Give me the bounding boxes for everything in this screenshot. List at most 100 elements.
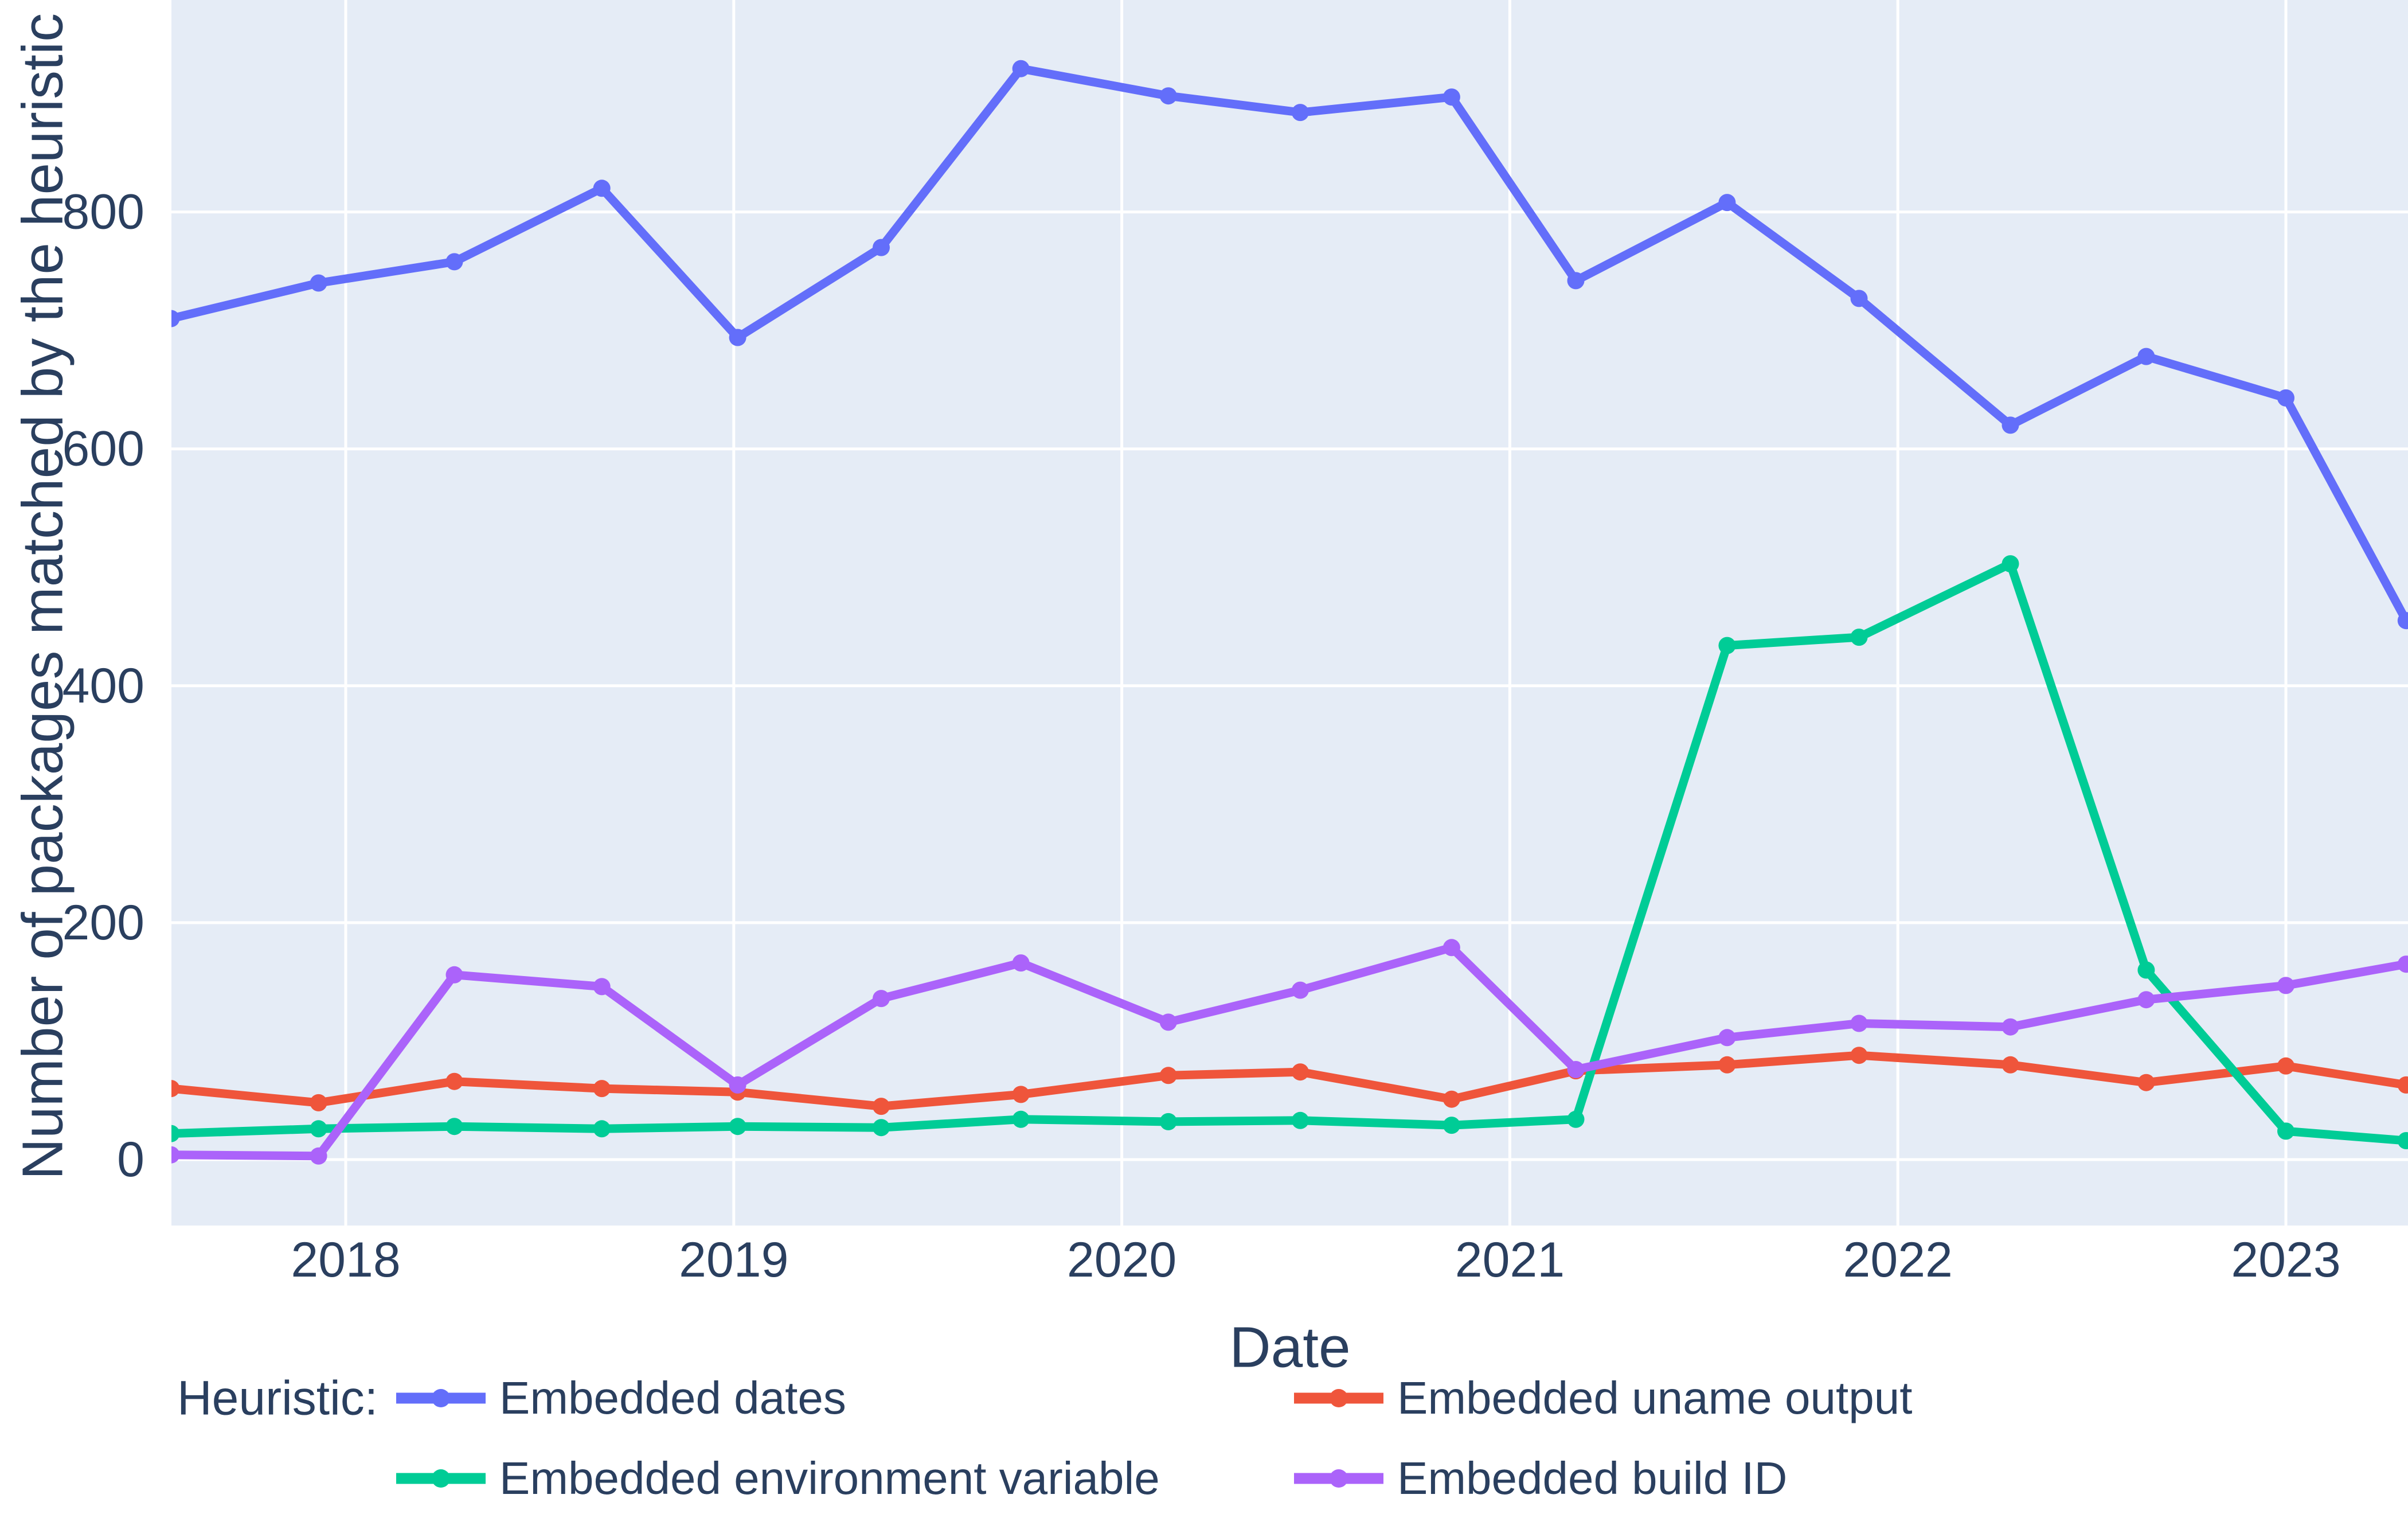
gridlines xyxy=(171,0,2408,1226)
x-tick-labels: 2018 2019 2020 2021 2022 2023 xyxy=(291,1232,2340,1287)
data-point-marker xyxy=(2002,1056,2019,1074)
data-point-marker xyxy=(1443,88,1460,106)
data-point-marker xyxy=(445,966,463,984)
data-point-marker xyxy=(1159,1067,1177,1084)
data-point-marker xyxy=(593,978,611,996)
data-point-marker xyxy=(2397,612,2408,630)
x-tick-label: 2020 xyxy=(1067,1232,1176,1287)
data-point-marker xyxy=(1443,939,1460,957)
legend-label: Embedded dates xyxy=(499,1372,846,1423)
data-point-marker xyxy=(310,1120,327,1138)
x-tick-label: 2019 xyxy=(679,1232,788,1287)
data-point-marker xyxy=(593,1080,611,1098)
data-point-marker xyxy=(1291,981,1309,999)
data-point-marker xyxy=(1012,60,1030,77)
data-point-marker xyxy=(1718,1029,1736,1047)
line-marker-swatch-icon xyxy=(396,1469,486,1488)
legend-entry-embedded-environment-variable[interactable]: Embedded environment variable xyxy=(395,1452,1160,1505)
data-point-marker xyxy=(1567,272,1585,290)
x-axis-title: Date xyxy=(1229,1315,1351,1380)
series-embedded-environment-variable xyxy=(171,555,2408,1149)
data-point-marker xyxy=(1443,1090,1460,1108)
data-point-marker xyxy=(1850,1014,1868,1032)
legend-label: Embedded build ID xyxy=(1397,1453,1788,1504)
line-marker-swatch-icon xyxy=(1294,1389,1383,1407)
data-point-marker xyxy=(1718,637,1736,654)
data-point-marker xyxy=(171,1146,180,1164)
data-point-marker xyxy=(2137,348,2155,365)
data-point-marker xyxy=(171,310,180,327)
data-point-marker xyxy=(1012,1110,1030,1128)
data-point-marker xyxy=(2137,1074,2155,1091)
data-point-marker xyxy=(2277,1122,2294,1140)
y-tick-label: 0 xyxy=(117,1132,144,1187)
data-point-marker xyxy=(1718,194,1736,212)
data-point-marker xyxy=(1443,1117,1460,1134)
data-point-marker xyxy=(2002,555,2019,573)
x-tick-label: 2022 xyxy=(1843,1232,1953,1287)
data-point-marker xyxy=(2397,1132,2408,1149)
y-axis-title: Number of packages matched by the heuris… xyxy=(10,13,75,1180)
series-embedded-dates xyxy=(171,60,2408,630)
data-point-marker xyxy=(1159,1013,1177,1031)
data-point-marker xyxy=(1567,1110,1585,1128)
data-point-marker xyxy=(873,1119,890,1137)
data-point-marker xyxy=(1159,87,1177,105)
legend-label: Embedded uname output xyxy=(1397,1372,1913,1423)
data-point-marker xyxy=(873,1098,890,1115)
data-point-marker xyxy=(729,1076,746,1094)
plot-background xyxy=(171,0,2408,1226)
data-point-marker xyxy=(1850,629,1868,646)
data-point-marker xyxy=(1012,1086,1030,1103)
legend-entry-embedded-uname-output[interactable]: Embedded uname output xyxy=(1293,1372,1912,1425)
legend-label: Embedded environment variable xyxy=(499,1453,1160,1504)
data-point-marker xyxy=(873,990,890,1008)
y-tick-label: 400 xyxy=(62,658,145,713)
data-point-marker xyxy=(729,329,746,346)
data-point-marker xyxy=(2137,991,2155,1009)
data-point-marker xyxy=(310,1094,327,1111)
data-point-marker xyxy=(171,1080,180,1098)
data-point-marker xyxy=(729,1118,746,1136)
y-tick-label: 200 xyxy=(62,895,145,950)
legend-entry-embedded-dates[interactable]: Embedded dates xyxy=(395,1372,846,1425)
data-point-marker xyxy=(2002,1018,2019,1036)
data-point-marker xyxy=(171,1125,180,1142)
data-point-marker xyxy=(1012,954,1030,972)
y-tick-label: 600 xyxy=(62,422,145,477)
data-point-marker xyxy=(2277,977,2294,994)
data-point-marker xyxy=(2397,1076,2408,1094)
x-tick-label: 2023 xyxy=(2231,1232,2340,1287)
data-point-marker xyxy=(1159,1113,1177,1130)
data-point-marker xyxy=(2277,1057,2294,1075)
data-point-marker xyxy=(1850,290,1868,307)
data-point-marker xyxy=(1850,1047,1868,1064)
data-point-marker xyxy=(2137,961,2155,979)
data-point-marker xyxy=(2277,389,2294,407)
y-tick-label: 800 xyxy=(62,185,145,240)
data-point-marker xyxy=(310,1147,327,1165)
line-marker-swatch-icon xyxy=(1294,1469,1383,1488)
data-point-marker xyxy=(445,253,463,271)
legend-title: Heuristic: xyxy=(177,1371,378,1425)
data-point-marker xyxy=(1291,104,1309,122)
data-point-marker xyxy=(873,239,890,256)
data-point-marker xyxy=(310,274,327,292)
data-point-marker xyxy=(1718,1056,1736,1074)
data-point-marker xyxy=(1291,1111,1309,1129)
legend-entry-embedded-build-id[interactable]: Embedded build ID xyxy=(1293,1452,1787,1505)
series-embedded-uname-output xyxy=(171,1047,2408,1115)
x-tick-label: 2021 xyxy=(1455,1232,1565,1287)
data-point-marker xyxy=(593,180,611,197)
data-point-marker xyxy=(2002,416,2019,434)
data-point-marker xyxy=(593,1120,611,1138)
data-point-marker xyxy=(1291,1063,1309,1081)
data-point-marker xyxy=(2397,955,2408,973)
data-point-marker xyxy=(445,1072,463,1090)
line-marker-swatch-icon xyxy=(396,1389,486,1407)
data-point-marker xyxy=(445,1118,463,1136)
y-tick-labels: 0 200 400 600 800 xyxy=(62,185,145,1187)
series-embedded-build-id xyxy=(171,939,2408,1165)
